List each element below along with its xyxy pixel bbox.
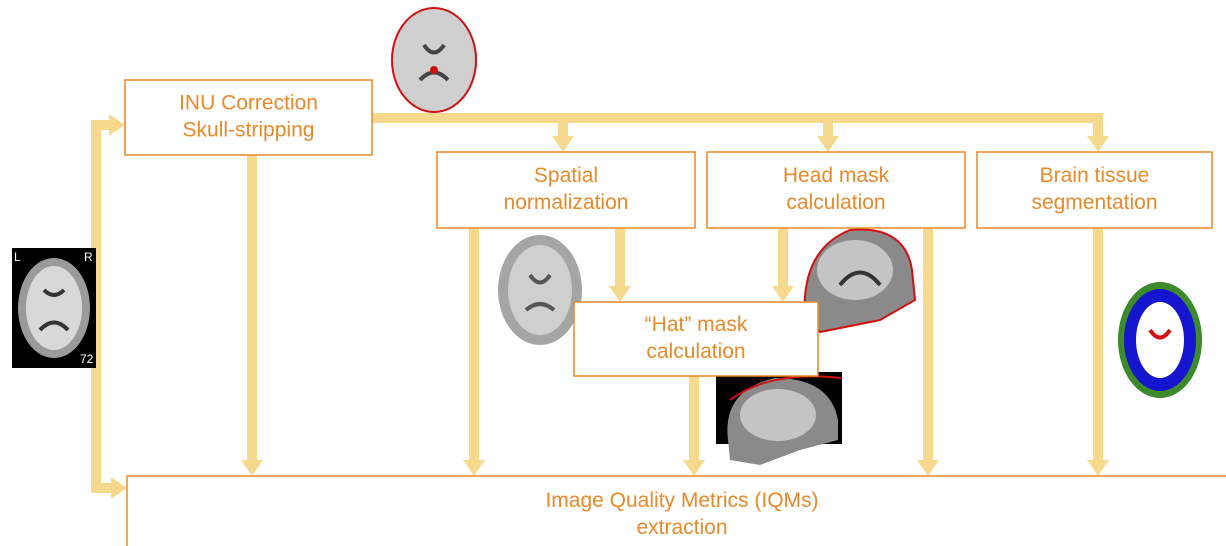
- box-label: “Hat” mask: [645, 313, 748, 336]
- arrow-head: [552, 136, 574, 152]
- image-label: R: [84, 250, 93, 264]
- head-mask-image: [803, 228, 917, 334]
- image-label: L: [14, 250, 21, 264]
- arrow-head: [683, 460, 705, 476]
- image-label: 72: [80, 352, 94, 366]
- arrow-head: [109, 114, 125, 136]
- box-label: Skull-stripping: [183, 119, 315, 142]
- box-label: Head mask: [783, 164, 890, 187]
- boxes: INU Correction Skull-stripping Spatial norm…: [124, 79, 1226, 546]
- box-label: segmentation: [1031, 191, 1157, 214]
- process-box: [706, 151, 966, 229]
- arrows: [91, 113, 1109, 499]
- box-label: INU Correction: [179, 92, 318, 115]
- arrow-head: [1087, 136, 1109, 152]
- process-box: [436, 151, 696, 229]
- box-label: calculation: [786, 191, 885, 214]
- process-box: [573, 301, 819, 377]
- stripped-brain-image: [391, 7, 477, 113]
- segmentation-image: [1118, 282, 1202, 398]
- box-label: normalization: [504, 191, 629, 214]
- box-label: calculation: [646, 340, 745, 363]
- box-label: Spatial: [534, 164, 598, 187]
- hat-mask-image: [716, 372, 843, 465]
- arrow-head: [917, 460, 939, 476]
- arrow-head: [817, 136, 839, 152]
- arrow-head: [1087, 460, 1109, 476]
- process-box: [124, 79, 373, 156]
- process-box: [126, 475, 1226, 546]
- box-label: extraction: [636, 516, 727, 539]
- arrow-head: [111, 477, 127, 499]
- process-box: [976, 151, 1213, 229]
- arrow-head: [609, 286, 631, 302]
- arrow-head: [772, 286, 794, 302]
- box-label: Brain tissue: [1040, 164, 1150, 187]
- template-brain-image: [498, 235, 582, 345]
- arrow-head: [241, 460, 263, 476]
- box-label: Image Quality Metrics (IQMs): [545, 489, 818, 512]
- arrow-head: [463, 460, 485, 476]
- input-image: L R 72: [12, 248, 96, 368]
